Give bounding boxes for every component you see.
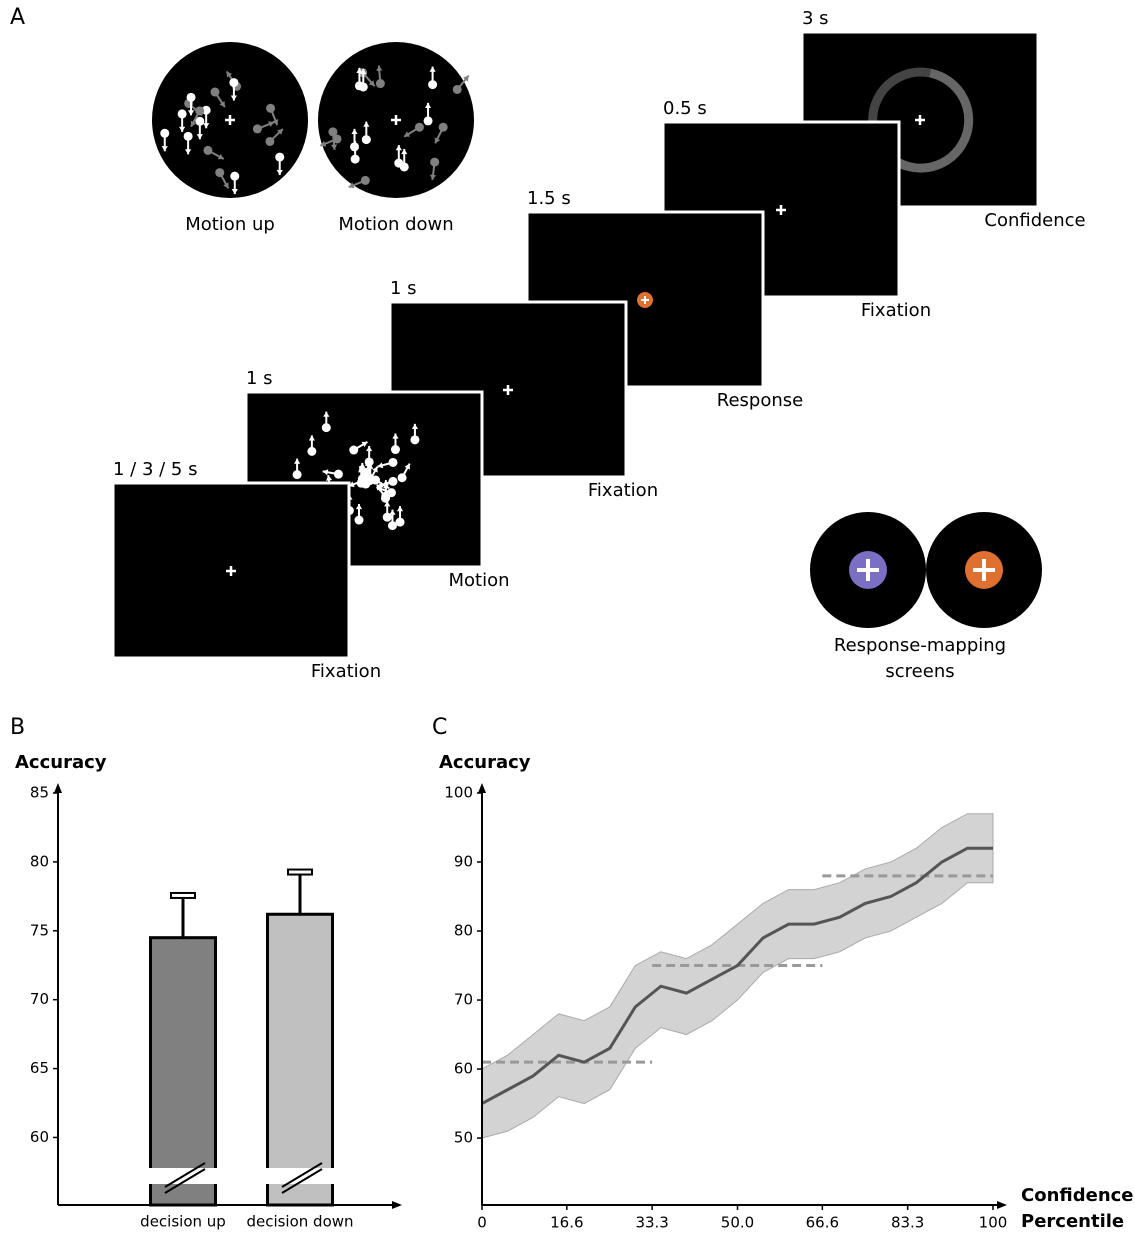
dot (430, 158, 439, 167)
mapping-label: screens (885, 661, 954, 682)
panel-letter: B (10, 715, 25, 740)
dot (453, 85, 462, 94)
dot (387, 488, 396, 497)
y-tick-label: 70 (30, 990, 49, 1008)
error-cap (171, 893, 195, 898)
x-tick-label: 50.0 (721, 1214, 754, 1232)
x-tick-label: decision up (140, 1213, 226, 1231)
panel-letter: C (432, 715, 447, 740)
y-tick-label: 80 (30, 852, 49, 870)
screen-label: Fixation (311, 661, 381, 682)
dot (355, 81, 364, 90)
y-tick-label: 70 (454, 991, 473, 1009)
dot (184, 132, 193, 141)
panel-letter: A (10, 5, 25, 30)
axis-arrow (997, 1201, 1007, 1209)
dot (398, 473, 407, 482)
screen-label: Confidence (984, 210, 1085, 231)
screen-duration: 1 s (390, 278, 417, 299)
dot (229, 78, 238, 87)
y-axis-title: Accuracy (439, 752, 531, 773)
bar (268, 914, 333, 1205)
x-tick-label: 0 (477, 1214, 487, 1232)
screen-duration: 1 / 3 / 5 s (113, 459, 197, 480)
mapping-label: Response-mapping (834, 635, 1006, 656)
dot (428, 80, 437, 89)
y-tick-label: 60 (454, 1060, 473, 1078)
dot (307, 447, 316, 456)
dot (215, 168, 224, 177)
x-tick-label: 83.3 (891, 1214, 924, 1232)
x-axis-title: Confidence (1021, 1185, 1134, 1206)
axis-arrow (478, 783, 486, 793)
screen-label: Fixation (861, 300, 931, 321)
dot (355, 516, 364, 525)
screen-duration: 3 s (802, 8, 829, 29)
x-tick-label: 66.6 (806, 1214, 839, 1232)
screen-duration: 1.5 s (527, 188, 571, 209)
y-tick-label: 75 (30, 921, 49, 939)
dot (391, 445, 400, 454)
y-tick-label: 85 (30, 784, 49, 802)
charts: B Accuracy 60 65 70 75 80 85 decision up decision… (10, 715, 1134, 1232)
dot (187, 93, 196, 102)
dot (376, 79, 385, 88)
dot (210, 88, 219, 97)
screen-label: Fixation (588, 480, 658, 501)
axis-arrow (392, 1201, 402, 1209)
x-tick-label: 16.6 (550, 1214, 583, 1232)
dot (362, 135, 371, 144)
dot (160, 129, 169, 138)
condition-label: Motion up (185, 214, 275, 235)
x-axis-title: Percentile (1021, 1211, 1124, 1232)
dot (253, 124, 262, 133)
dot (266, 104, 275, 113)
y-tick-label: 60 (30, 1128, 49, 1146)
dot (322, 423, 331, 432)
screen-label: Response (717, 390, 803, 411)
x-tick-label: 33.3 (635, 1214, 668, 1232)
x-tick-label: decision down (246, 1213, 353, 1231)
dot (439, 123, 448, 132)
screen-label: Motion (448, 570, 509, 591)
dot (203, 146, 212, 155)
dot (230, 172, 239, 181)
task-diagram: Motion up Motion down 3 s Confidence 0.5 s Fi… (113, 8, 1086, 682)
dot (334, 470, 343, 479)
error-cap (288, 870, 312, 875)
dot (400, 162, 409, 171)
dot (195, 106, 204, 115)
dot (396, 518, 405, 527)
y-axis-title: Accuracy (15, 752, 107, 773)
y-tick-label: 90 (454, 853, 473, 871)
dot (383, 513, 392, 522)
dot (415, 123, 424, 132)
dot (349, 446, 358, 455)
figure: A Motion up Motion down 3 s Confidence 0.5 s… (0, 0, 1135, 1233)
dot (350, 142, 359, 151)
screen-duration: 0.5 s (663, 98, 707, 119)
dot (410, 435, 419, 444)
bar (151, 938, 216, 1205)
dot (265, 137, 274, 146)
dot (424, 116, 433, 125)
dot (361, 176, 370, 185)
screen-duration: 1 s (246, 368, 273, 389)
dot (351, 155, 360, 164)
confidence-band (482, 814, 993, 1138)
dot (178, 109, 187, 118)
dot (388, 477, 397, 486)
dot (388, 458, 397, 467)
axis-arrow (54, 783, 62, 793)
y-tick-label: 80 (454, 922, 473, 940)
x-tick-label: 100 (979, 1214, 1008, 1232)
y-tick-label: 65 (30, 1059, 49, 1077)
dot (293, 470, 302, 479)
condition-label: Motion down (338, 214, 453, 235)
y-tick-label: 50 (454, 1129, 473, 1147)
dot (333, 134, 342, 143)
y-tick-label: 100 (444, 784, 473, 802)
dot (275, 153, 284, 162)
